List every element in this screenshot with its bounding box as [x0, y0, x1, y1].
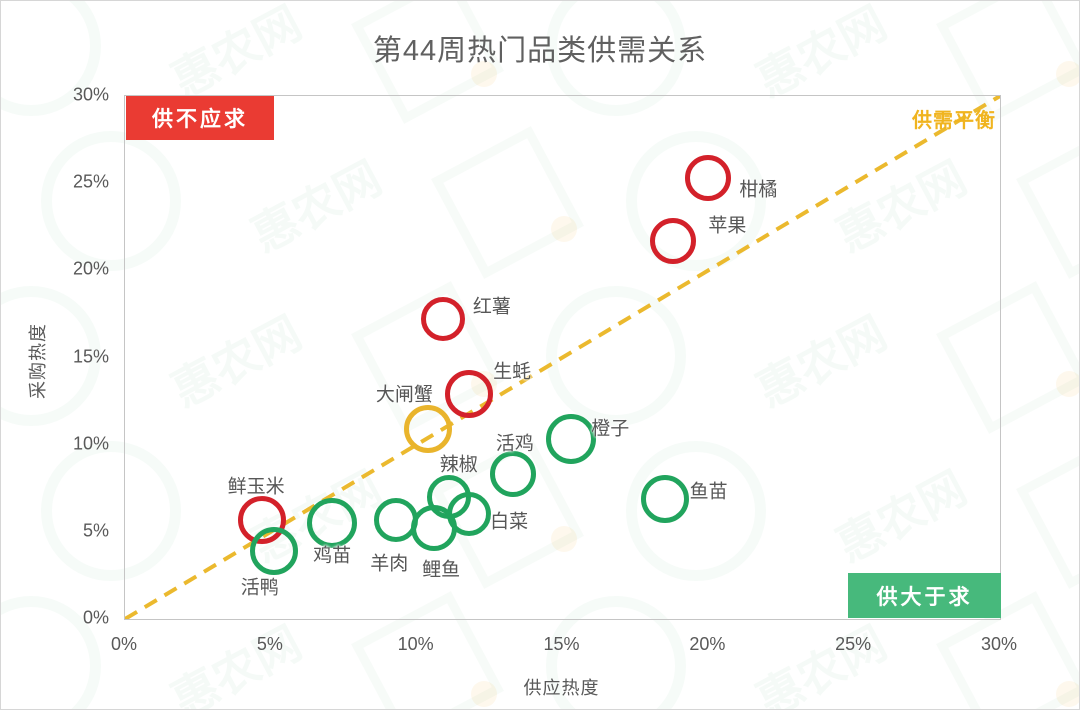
bubble-label-鸡苗: 鸡苗 — [313, 545, 352, 567]
watermark-dot — [1056, 681, 1079, 707]
bubble-label-活鸡: 活鸡 — [495, 433, 534, 455]
watermark-logo-box — [1016, 126, 1079, 279]
y-tick-0%: 0% — [82, 607, 109, 628]
bubble-鲤鱼 — [411, 505, 458, 552]
x-tick-20%: 20% — [689, 634, 726, 654]
bubble-活鸡 — [489, 451, 536, 498]
bubble-label-辣椒: 辣椒 — [439, 454, 478, 476]
bubble-label-羊肉: 羊肉 — [370, 553, 409, 575]
y-tick-15%: 15% — [72, 346, 109, 366]
x-tick-0%: 0% — [110, 634, 138, 654]
x-tick-15%: 15% — [543, 634, 580, 654]
bubble-label-鲤鱼: 鲤鱼 — [422, 559, 461, 581]
bubble-鸡苗 — [307, 498, 358, 549]
x-tick-5%: 5% — [256, 634, 283, 654]
balance-line-label: 供需平衡 — [912, 110, 996, 132]
bubble-柑橘 — [685, 154, 732, 201]
bubble-label-大闸蟹: 大闸蟹 — [375, 384, 433, 406]
bubble-label-鱼苗: 鱼苗 — [689, 481, 728, 503]
y-tick-10%: 10% — [72, 433, 109, 454]
bubble-label-苹果: 苹果 — [708, 215, 747, 237]
bubble-生蚝 — [445, 370, 494, 419]
x-axis-title: 供应热度 — [523, 678, 600, 698]
x-tick-25%: 25% — [835, 634, 872, 654]
bubble-label-生蚝: 生蚝 — [493, 361, 532, 383]
bubble-label-白菜: 白菜 — [490, 511, 529, 533]
oversupply-badge: 供大于求 — [848, 573, 1001, 618]
undersupply-badge: 供不应求 — [126, 96, 274, 140]
plot-area: 供不应求 供大于求 供需平衡 柑橘苹果红薯生蚝大闸蟹橙子活鸡 辣椒鱼苗白菜 鲜玉米羊… — [124, 95, 1001, 620]
bubble-label-鲜玉米: 鲜玉米 — [227, 476, 285, 498]
x-tick-30%: 30% — [980, 634, 1018, 654]
bubble-红薯 — [420, 297, 465, 342]
x-tick-10%: 10% — [397, 634, 434, 654]
y-tick-5%: 5% — [82, 520, 109, 541]
chart-title: 第44周热门品类供需关系 — [372, 35, 708, 67]
bubble-label-活鸭: 活鸭 — [240, 577, 279, 599]
bubble-苹果 — [650, 217, 697, 264]
watermark-dot — [1056, 371, 1079, 397]
bubble-label-红薯: 红薯 — [472, 296, 511, 318]
bubble-label-橙子: 橙子 — [591, 418, 630, 440]
y-tick-30%: 30% — [72, 84, 109, 105]
bubble-鱼苗 — [640, 474, 689, 523]
watermark-logo-box — [1016, 436, 1079, 589]
bubble-活鸭 — [249, 527, 298, 575]
bubble-橙子 — [546, 414, 597, 465]
bubble-大闸蟹 — [404, 404, 453, 453]
y-tick-25%: 25% — [72, 171, 109, 192]
y-tick-20%: 20% — [72, 258, 109, 279]
bubble-label-柑橘: 柑橘 — [739, 179, 778, 201]
